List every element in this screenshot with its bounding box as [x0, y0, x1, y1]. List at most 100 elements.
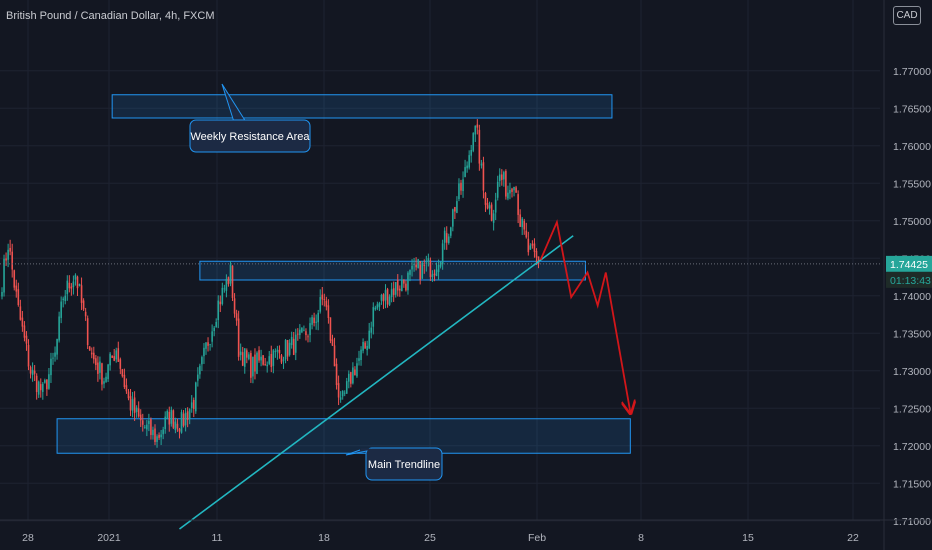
candle-body	[70, 286, 73, 289]
candle-body	[364, 342, 366, 349]
candle-body	[195, 382, 197, 412]
candle-body	[313, 317, 315, 324]
candle-body	[11, 251, 13, 270]
candle-body	[282, 359, 285, 361]
candle-body	[458, 183, 460, 200]
candle-body	[341, 390, 344, 397]
price-tick-label: 1.76500	[893, 103, 931, 115]
zones	[56, 94, 631, 454]
candle-body	[62, 298, 64, 300]
candle-body	[335, 363, 338, 386]
candle-body	[372, 307, 375, 327]
candle-body	[180, 412, 183, 433]
time-tick-label: 2021	[97, 532, 121, 544]
candle-body	[431, 274, 434, 277]
candle-body	[329, 317, 332, 341]
candle-body	[507, 192, 509, 199]
candle-body	[362, 341, 364, 351]
candle-body	[9, 247, 11, 252]
trendline-callout: Main Trendline	[345, 447, 443, 481]
time-tick-label: 25	[424, 532, 436, 544]
candle-body	[415, 264, 417, 268]
candle-body	[505, 170, 507, 197]
candle-body	[376, 304, 379, 309]
candle-body	[533, 243, 536, 252]
candle-body	[280, 355, 283, 363]
candle-body	[256, 352, 258, 374]
candle-body	[137, 408, 140, 417]
candle-body	[158, 434, 160, 438]
callout-join	[235, 120, 245, 123]
candle-body	[170, 409, 173, 424]
candle-body	[192, 399, 195, 409]
candle-body	[174, 421, 177, 431]
candle-body	[394, 281, 397, 295]
candle-body	[50, 358, 52, 376]
currency-badge[interactable]: CAD	[893, 6, 921, 25]
candle-body	[243, 348, 246, 367]
candle-body	[350, 372, 352, 384]
candle-body	[403, 279, 405, 284]
callout-label: Main Trendline	[368, 459, 440, 471]
candle-body	[258, 350, 260, 361]
candle-body	[29, 367, 32, 374]
candle-body	[380, 294, 383, 301]
projection-path	[539, 219, 631, 412]
candle-body	[139, 414, 142, 421]
candle-body	[219, 301, 222, 305]
candle-body	[439, 261, 442, 267]
candle-body	[519, 214, 521, 227]
candle-body	[201, 357, 203, 365]
resistance-callout: Weekly Resistance Area	[189, 83, 311, 153]
candle-body	[1, 291, 3, 297]
candle-body	[421, 262, 424, 279]
candle-body	[148, 420, 150, 424]
candle-body	[190, 402, 193, 408]
candle-body	[121, 369, 124, 377]
candle-body	[354, 369, 356, 376]
candle-body	[35, 375, 38, 393]
candle-body	[176, 423, 179, 429]
candle-body	[492, 213, 495, 223]
candle-body	[254, 354, 256, 372]
candle-body	[152, 429, 154, 436]
candle-body	[529, 245, 532, 250]
time-tick-label: Feb	[528, 532, 546, 544]
candle-body	[450, 227, 452, 236]
candle-body	[490, 204, 493, 221]
candle-body	[44, 380, 46, 383]
candle-body	[515, 187, 517, 193]
candle-body	[78, 284, 81, 286]
candle-body	[115, 350, 118, 360]
candle-body	[127, 391, 130, 399]
candle-body	[203, 347, 205, 357]
candle-body	[60, 301, 62, 318]
candle-body	[166, 411, 169, 419]
candle-body	[366, 345, 368, 351]
candle-body	[109, 353, 111, 366]
candle-body	[17, 289, 20, 306]
candle-body	[476, 124, 479, 128]
candle-body	[468, 155, 470, 168]
candle-body	[135, 407, 138, 412]
candle-body	[235, 313, 238, 321]
candle-body	[184, 412, 187, 426]
candle-body	[523, 220, 526, 230]
candle-body	[95, 358, 97, 366]
candle-body	[390, 289, 393, 298]
candle-body	[209, 344, 211, 346]
candle-body	[129, 396, 132, 411]
candle-body	[452, 209, 454, 227]
candle-body	[233, 298, 236, 314]
candle-body	[58, 316, 60, 341]
candle-body	[80, 285, 83, 303]
candle-body	[311, 317, 313, 325]
candle-body	[427, 258, 430, 262]
candle-body	[15, 285, 18, 292]
candle-body	[270, 353, 273, 368]
candle-body	[150, 419, 152, 435]
countdown-badge	[886, 271, 932, 288]
candle-body	[229, 264, 232, 284]
